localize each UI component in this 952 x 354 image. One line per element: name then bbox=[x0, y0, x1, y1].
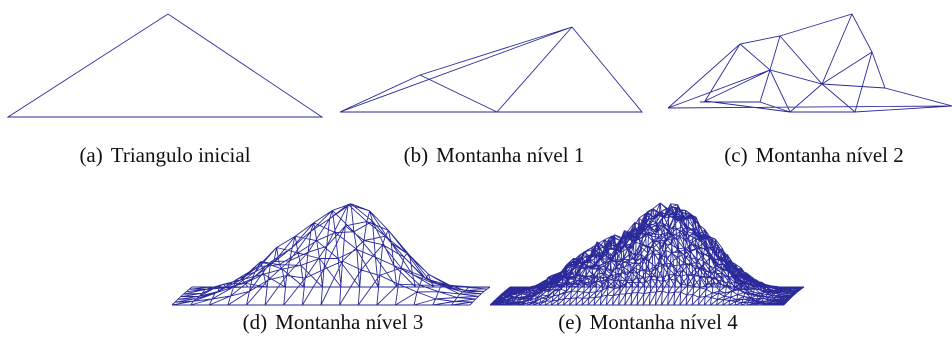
sub-caption: Montanha nível 2 bbox=[756, 143, 904, 167]
mesh-c bbox=[668, 14, 952, 112]
figure: (a) Triangulo inicial (b) Montanha nível 1… bbox=[0, 0, 952, 354]
sub-caption: Montanha nível 3 bbox=[275, 310, 423, 334]
mesh-b bbox=[340, 27, 642, 112]
sub-caption: Triangulo inicial bbox=[111, 143, 251, 167]
caption-c: (c) Montanha nível 2 bbox=[724, 143, 903, 168]
sub-label: (b) bbox=[404, 143, 429, 167]
caption-d: (d) Montanha nível 3 bbox=[243, 310, 424, 335]
figure-art bbox=[0, 0, 952, 354]
sub-caption: Montanha nível 4 bbox=[590, 310, 738, 334]
sub-caption: Montanha nível 1 bbox=[436, 143, 584, 167]
caption-b: (b) Montanha nível 1 bbox=[404, 143, 585, 168]
sub-label: (d) bbox=[243, 310, 268, 334]
mesh-a bbox=[8, 14, 322, 117]
mesh-e bbox=[490, 203, 804, 305]
sub-label: (c) bbox=[724, 143, 747, 167]
caption-a: (a) Triangulo inicial bbox=[79, 143, 250, 168]
sub-label: (e) bbox=[558, 310, 581, 334]
mesh-d bbox=[172, 204, 490, 305]
sub-label: (a) bbox=[79, 143, 102, 167]
caption-e: (e) Montanha nível 4 bbox=[558, 310, 737, 335]
